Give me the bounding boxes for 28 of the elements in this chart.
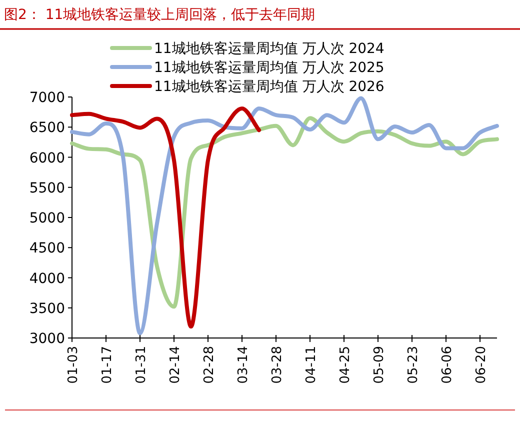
y-tick-label: 6000 xyxy=(29,150,65,166)
y-tick-label: 4000 xyxy=(29,270,65,287)
y-tick-label: 3000 xyxy=(29,331,65,347)
line-series xyxy=(70,106,261,329)
x-tick-label: 05-09 xyxy=(372,346,387,384)
x-tick-label: 06-06 xyxy=(440,346,455,384)
x-tick-label: 02-14 xyxy=(168,346,183,384)
x-tick-label: 01-31 xyxy=(134,346,149,384)
x-tick-label: 04-25 xyxy=(338,346,353,384)
x-tick-label: 03-28 xyxy=(270,346,285,384)
x-tick-label: 03-14 xyxy=(236,346,251,384)
chart-title: 图2： 11城地铁客运量较上周回落，低于去年同期 xyxy=(4,7,316,23)
x-tick-label: 02-28 xyxy=(202,346,217,384)
x-tick-label: 01-03 xyxy=(66,346,81,384)
y-tick-label: 7000 xyxy=(29,90,65,106)
y-tick-label: 4500 xyxy=(29,240,65,257)
legend-label: 11城地铁客运量周均值 万人次 2024 xyxy=(154,41,384,57)
legend-label: 11城地铁客运量周均值 万人次 2025 xyxy=(154,60,384,76)
y-tick-label: 6500 xyxy=(29,120,65,136)
y-tick-label: 3500 xyxy=(29,300,65,317)
y-tick-label: 5000 xyxy=(29,210,65,226)
line-series xyxy=(70,96,499,336)
x-tick-label: 04-11 xyxy=(304,346,319,384)
x-tick-label: 01-17 xyxy=(100,346,115,384)
y-tick-label: 5500 xyxy=(29,180,65,196)
x-tick-label: 05-23 xyxy=(406,346,421,384)
legend-label: 11城地铁客运量周均值 万人次 2026 xyxy=(154,79,384,95)
x-tick-label: 06-20 xyxy=(474,346,489,384)
